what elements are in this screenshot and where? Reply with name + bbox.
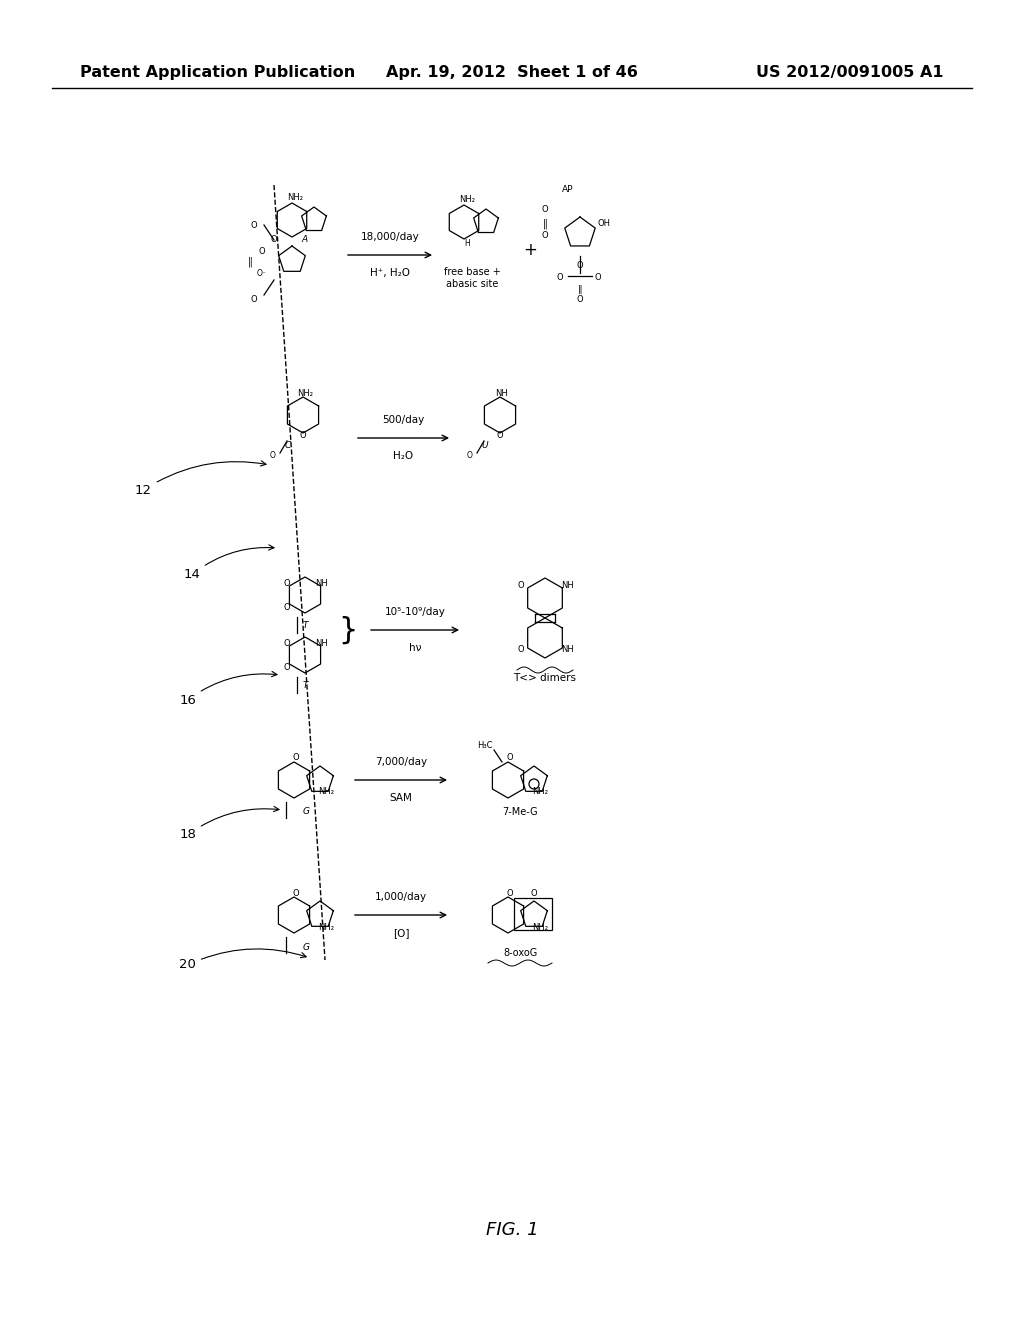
Text: NH: NH [560,582,573,590]
Text: O: O [497,432,504,441]
Text: NH₂: NH₂ [297,388,313,397]
Text: Patent Application Publication: Patent Application Publication [80,65,355,79]
Text: 18: 18 [179,807,279,842]
Text: NH: NH [560,645,573,655]
Text: 10⁵-10⁹/day: 10⁵-10⁹/day [385,607,445,616]
Text: free base +: free base + [443,267,501,277]
Text: NH₂: NH₂ [318,788,334,796]
Text: Apr. 19, 2012  Sheet 1 of 46: Apr. 19, 2012 Sheet 1 of 46 [386,65,638,79]
Text: O: O [259,248,265,256]
Text: 7-Me-G: 7-Me-G [502,807,538,817]
Text: ‖: ‖ [578,285,583,294]
Text: NH₂: NH₂ [459,195,475,205]
Text: C: C [285,441,291,450]
Text: O: O [270,450,275,459]
Text: O: O [270,235,278,244]
Text: 500/day: 500/day [382,414,425,425]
Text: 12: 12 [135,461,266,496]
Text: G: G [302,942,309,952]
Text: O: O [542,231,548,240]
Text: 18,000/day: 18,000/day [360,232,420,242]
Text: O: O [293,754,299,763]
Text: NH₂: NH₂ [532,923,548,932]
Text: 1,000/day: 1,000/day [375,892,427,902]
Text: NH₂: NH₂ [287,194,303,202]
Text: O: O [284,639,291,648]
Text: NH: NH [496,388,508,397]
Text: NH₂: NH₂ [532,788,548,796]
Text: O⁻: O⁻ [257,269,267,279]
Text: O: O [530,888,538,898]
Text: H₃C: H₃C [477,741,493,750]
Text: H⁺, H₂O: H⁺, H₂O [370,268,410,279]
Text: 8-oxoG: 8-oxoG [503,948,538,958]
Text: US 2012/0091005 A1: US 2012/0091005 A1 [757,65,944,79]
Text: A: A [302,235,308,244]
Text: H₂O: H₂O [393,451,414,461]
Text: abasic site: abasic site [445,279,499,289]
Text: O: O [284,578,291,587]
Text: 16: 16 [179,672,278,706]
Text: SAM: SAM [389,793,413,803]
Text: O: O [507,754,513,763]
Text: U: U [481,441,488,450]
Text: O: O [577,261,584,271]
Text: T: T [302,620,308,630]
Text: hν: hν [409,643,421,653]
Text: 7,000/day: 7,000/day [375,756,427,767]
Text: O: O [284,602,291,611]
Text: O: O [467,450,473,459]
Text: O: O [293,888,299,898]
Text: +: + [523,242,537,259]
Text: NH: NH [314,639,328,648]
Text: 14: 14 [183,545,274,582]
Text: O: O [542,206,548,214]
Text: O: O [284,663,291,672]
Text: }: } [338,615,357,644]
Text: T<> dimers: T<> dimers [513,673,577,682]
Text: H: H [464,239,470,248]
Text: ‖: ‖ [543,219,548,230]
Text: O: O [251,220,257,230]
Text: O: O [251,296,257,305]
Text: O: O [595,273,601,282]
Text: O: O [518,645,524,655]
Text: 20: 20 [179,949,306,972]
Text: O: O [300,432,306,441]
Text: AP: AP [562,186,573,194]
Text: O: O [557,273,563,282]
Text: G: G [302,808,309,817]
Text: T: T [302,681,308,689]
Text: O: O [577,296,584,305]
Text: OH: OH [597,219,610,227]
Text: NH: NH [314,578,328,587]
Text: [O]: [O] [393,928,410,939]
Text: ‖: ‖ [248,257,253,267]
Text: FIG. 1: FIG. 1 [485,1221,539,1239]
Text: O: O [507,888,513,898]
Text: O: O [518,582,524,590]
Text: NH₂: NH₂ [318,923,334,932]
